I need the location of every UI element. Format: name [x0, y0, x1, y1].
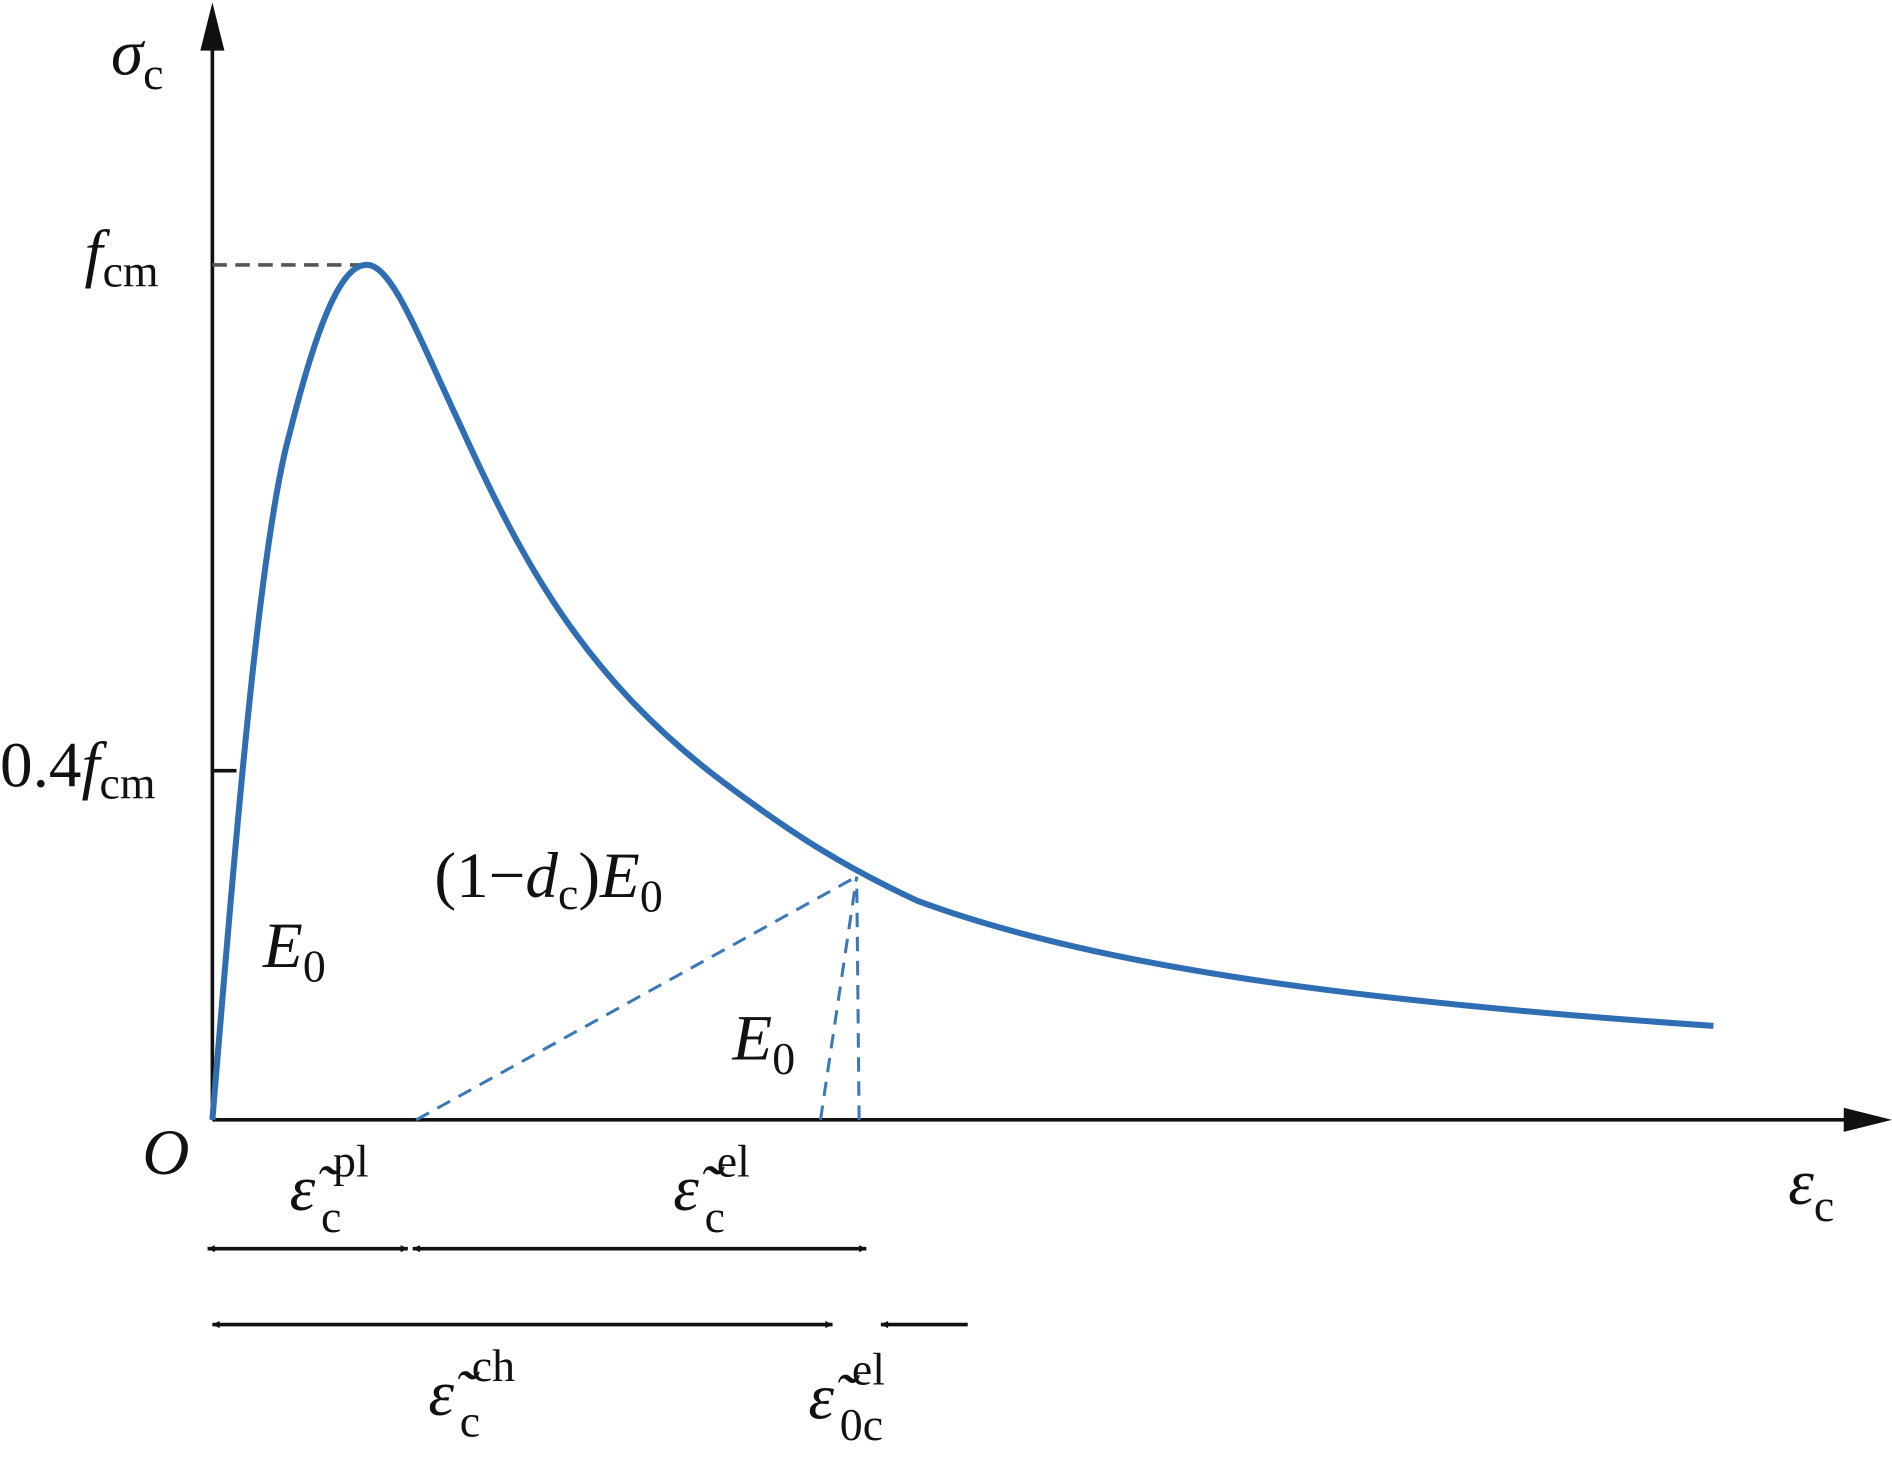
unloading-modulus: E0 — [731, 1003, 795, 1084]
x-axis-arrow — [1843, 1107, 1892, 1132]
peak-label: fcm — [84, 218, 158, 297]
elastic-limit-label: 0.4fcm — [0, 729, 156, 808]
origin-label: O — [142, 1117, 189, 1189]
subscript: 0 — [772, 1033, 795, 1084]
prefix: (1− — [434, 840, 525, 912]
symbol: E — [599, 840, 640, 912]
symbol: d — [525, 840, 558, 912]
strain-subscript: c — [321, 1191, 341, 1242]
strain-subscript: 0c — [840, 1399, 883, 1450]
symbol: E — [731, 1003, 772, 1075]
bracket: ) — [578, 840, 600, 912]
strain-subscript: c — [705, 1191, 725, 1242]
strain-superscript: el — [852, 1344, 885, 1395]
loading-modulus: E0 — [262, 910, 326, 991]
subscript: 0 — [640, 871, 663, 922]
x-axis-label: εc — [1788, 1147, 1834, 1231]
symbol: σ — [111, 18, 146, 90]
strain-superscript: ch — [472, 1340, 515, 1391]
strain-superscript: pl — [333, 1135, 369, 1186]
symbol: ε — [1788, 1147, 1814, 1219]
stress-strain-curve — [209, 261, 1714, 1121]
damaged-modulus: (1−dc)E0 — [434, 840, 662, 921]
subscript: cm — [103, 246, 159, 297]
subscript: c — [143, 48, 163, 99]
strain-subscript: c — [460, 1396, 480, 1447]
y-axis-arrow — [200, 2, 225, 51]
strain-superscript: el — [717, 1135, 750, 1186]
subscript: 0 — [303, 940, 326, 991]
unloading-lines — [415, 875, 861, 1122]
subscript: c — [1814, 1180, 1834, 1231]
symbol: E — [262, 910, 303, 982]
subscript: c — [558, 868, 578, 919]
prefix: 0.4 — [0, 729, 81, 801]
subscript: cm — [100, 757, 156, 808]
dimension-arrows — [207, 1245, 968, 1329]
y-axis-label: σc — [111, 18, 163, 99]
